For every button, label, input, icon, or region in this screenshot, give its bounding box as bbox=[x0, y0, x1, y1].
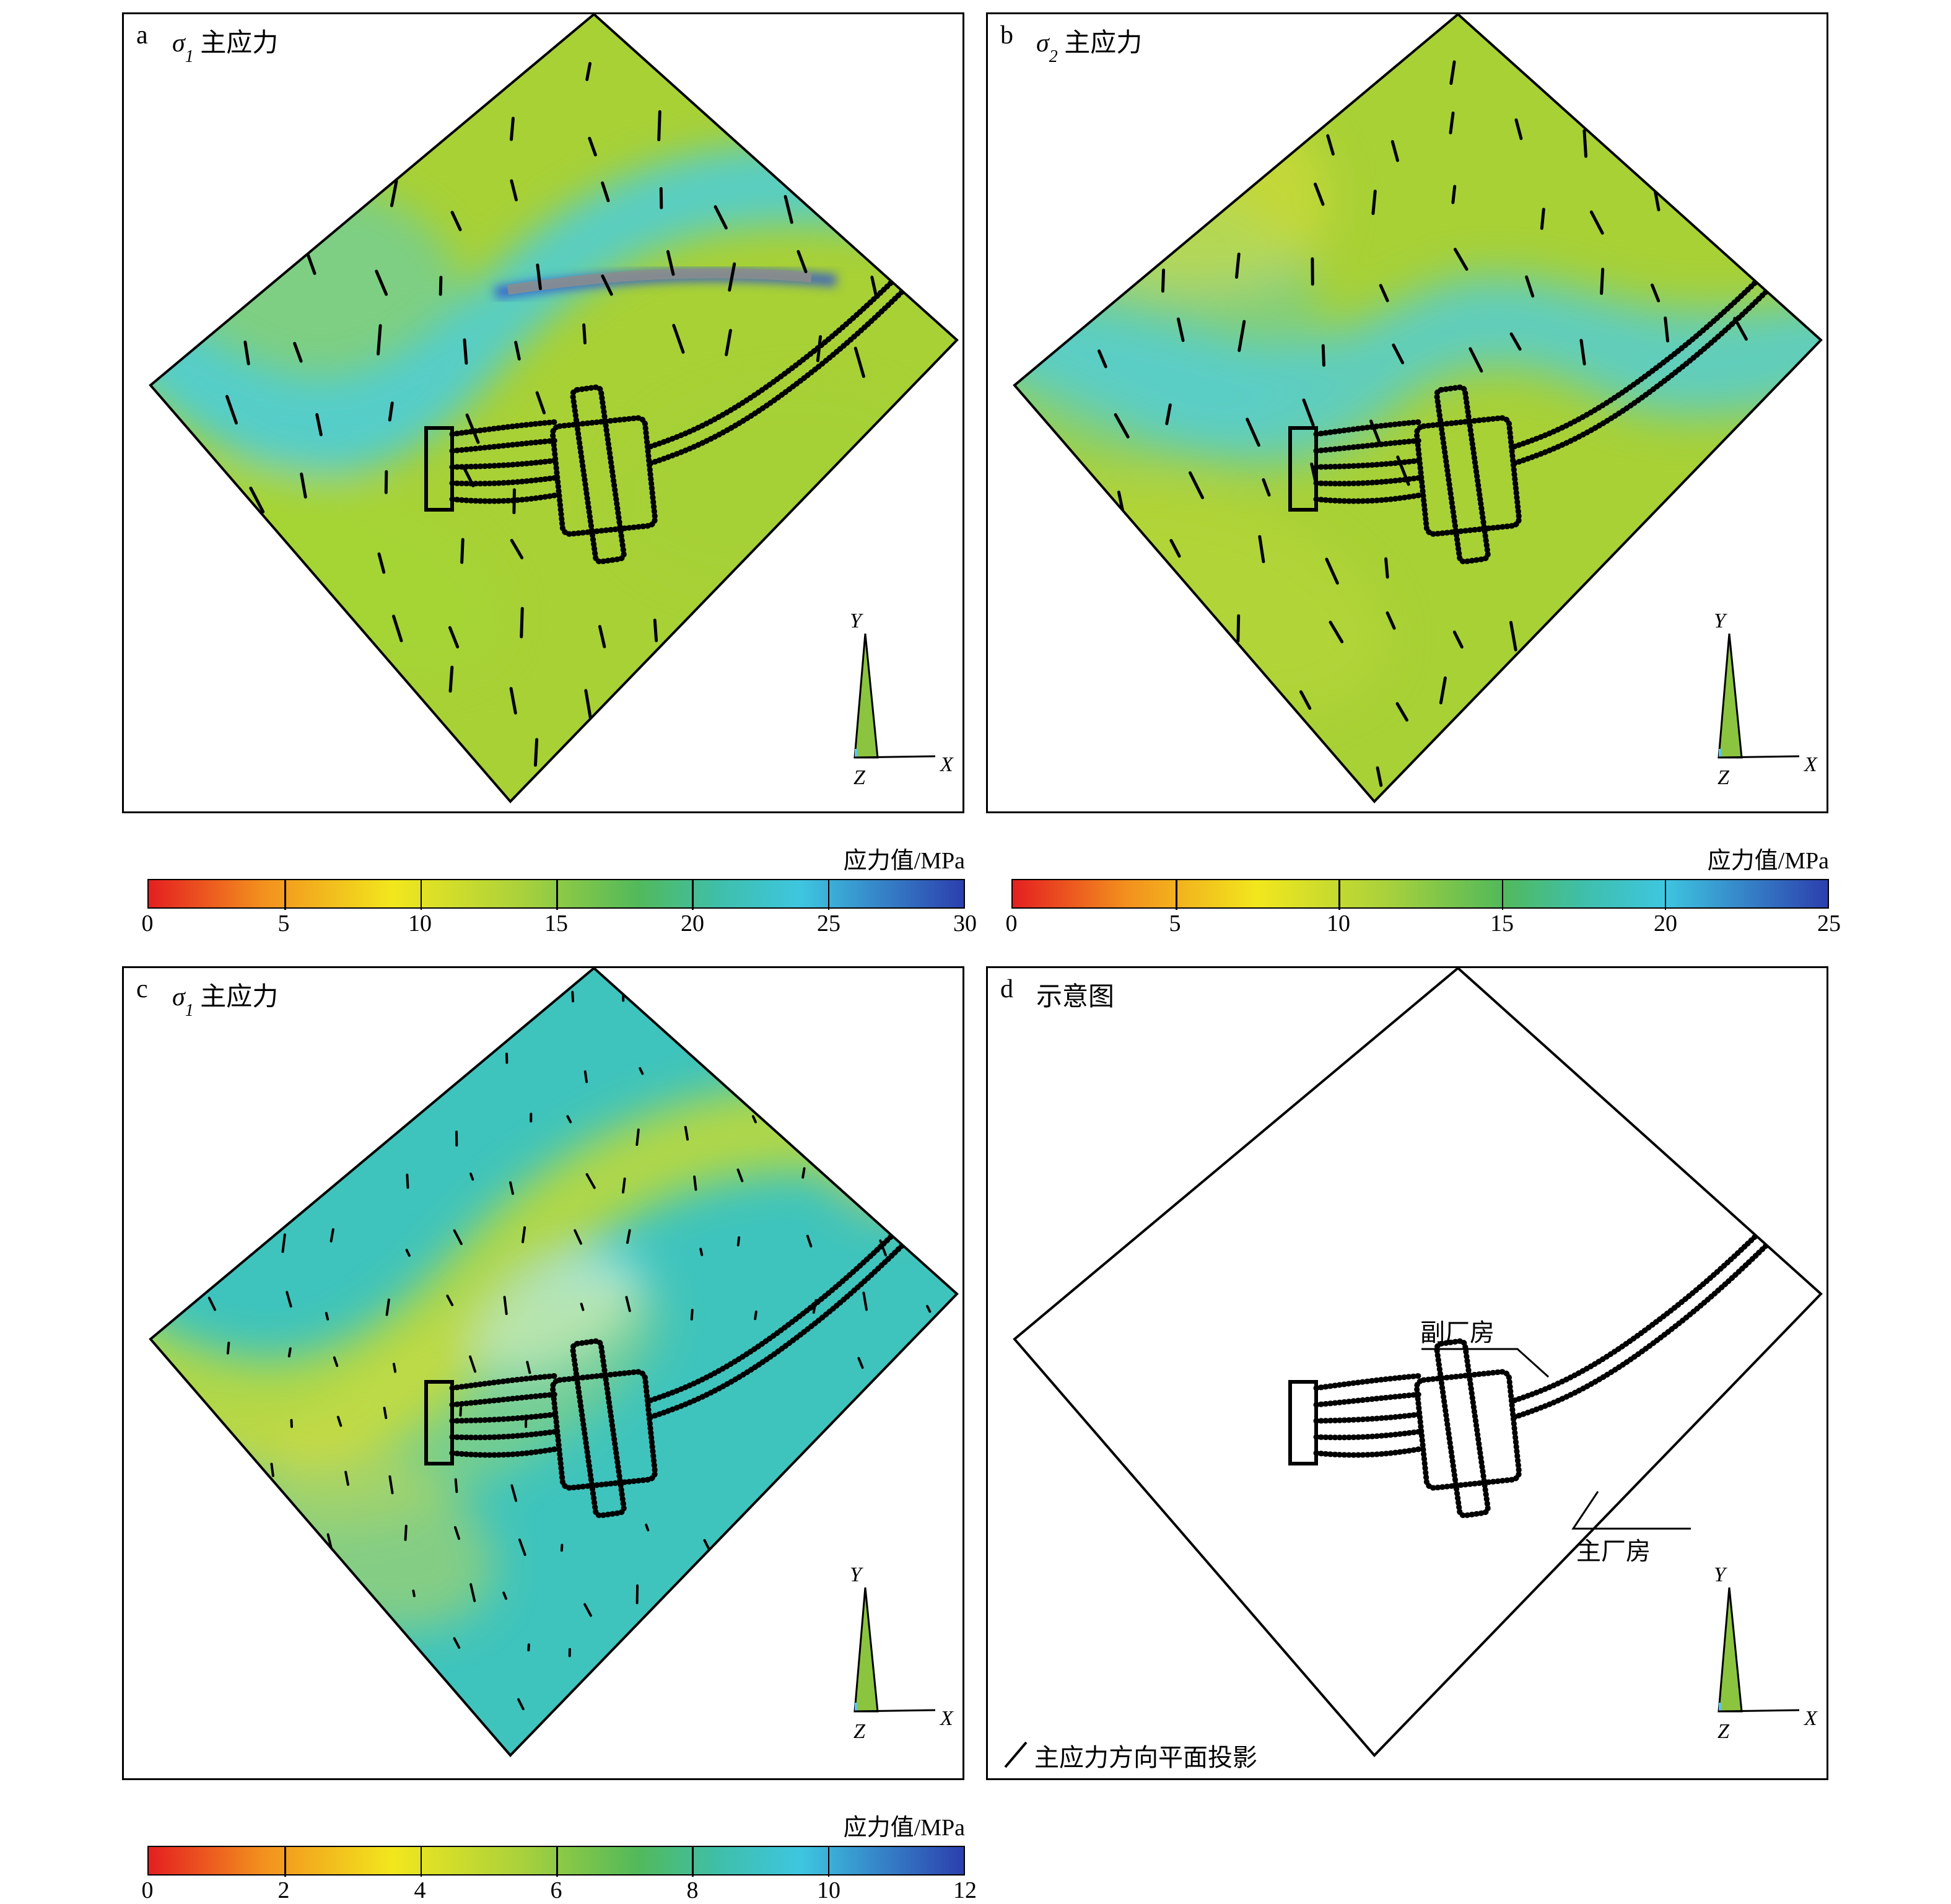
svg-text:主厂房: 主厂房 bbox=[1576, 1537, 1651, 1565]
svg-text:Z: Z bbox=[853, 766, 866, 789]
svg-text:X: X bbox=[1803, 1707, 1818, 1730]
svg-text:Z: Z bbox=[1717, 766, 1730, 789]
svg-text:Y: Y bbox=[1714, 609, 1727, 632]
svg-text:Y: Y bbox=[1714, 1563, 1727, 1586]
svg-text:X: X bbox=[939, 753, 954, 776]
svg-text:副厂房: 副厂房 bbox=[1420, 1319, 1495, 1347]
svg-text:主应力方向平面投影: 主应力方向平面投影 bbox=[1034, 1744, 1257, 1771]
svg-text:Z: Z bbox=[1717, 1720, 1730, 1743]
svg-text:Y: Y bbox=[850, 609, 863, 632]
svg-text:Y: Y bbox=[850, 1563, 863, 1586]
svg-text:X: X bbox=[939, 1707, 954, 1730]
svg-text:X: X bbox=[1803, 753, 1818, 776]
svg-text:Z: Z bbox=[853, 1720, 866, 1743]
